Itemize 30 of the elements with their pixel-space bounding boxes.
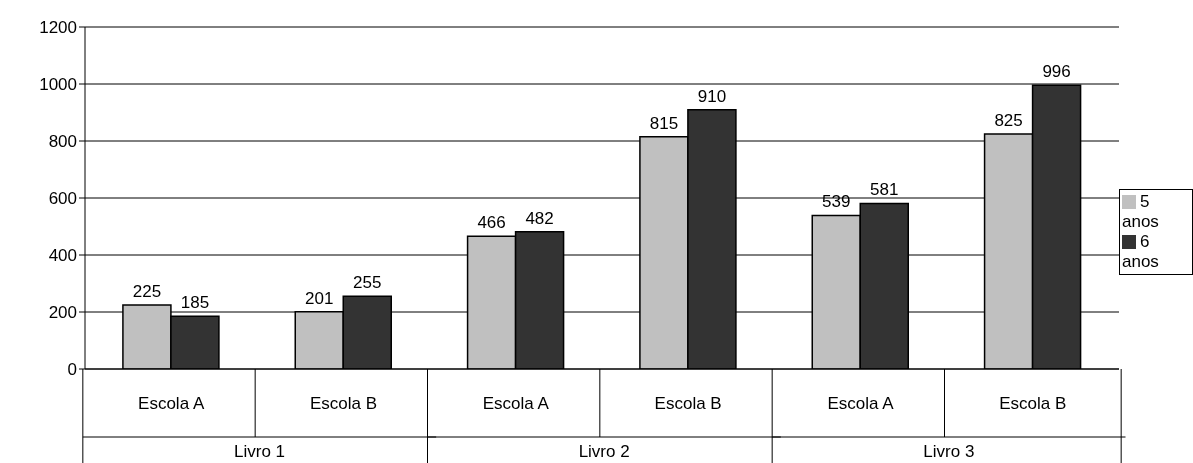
text: Livro 3 xyxy=(923,442,975,461)
data-label: 815 xyxy=(649,113,679,133)
x-tick-label: Escola B xyxy=(309,394,378,413)
data-label: 581 xyxy=(870,180,899,200)
y-tick-label: 400 xyxy=(48,246,77,266)
legend-label: 5 anos xyxy=(1122,191,1159,231)
x-tick-label: Escola A xyxy=(482,394,550,413)
data-label: 255 xyxy=(353,273,382,293)
data-label: 996 xyxy=(1042,62,1071,82)
y-tick-label: 600 xyxy=(48,189,77,209)
text: Livro 2 xyxy=(578,442,630,461)
x-tick-label: Escola B xyxy=(999,394,1067,413)
data-label: 185 xyxy=(180,293,210,313)
data-label: 910 xyxy=(697,86,727,106)
data-label: 482 xyxy=(525,208,554,228)
y-tick-label: 1200 xyxy=(39,18,77,38)
x-tick-label: Escola B xyxy=(654,394,722,413)
data-label: 466 xyxy=(477,213,506,233)
data-label: 539 xyxy=(822,192,851,212)
y-tick-label: 800 xyxy=(48,132,77,152)
y-tick-label: 0 xyxy=(67,360,77,380)
data-label: 825 xyxy=(994,110,1023,130)
y-tick-label: 200 xyxy=(48,303,77,323)
y-tick-label: 1000 xyxy=(39,75,77,95)
data-label: 225 xyxy=(132,281,162,301)
text: Livro 1 xyxy=(233,442,286,461)
legend-label: 6 anos xyxy=(1122,231,1159,271)
data-label: 201 xyxy=(305,288,334,308)
x-tick-label: Escola A xyxy=(138,394,205,413)
x-tick-label: Escola A xyxy=(827,394,895,413)
